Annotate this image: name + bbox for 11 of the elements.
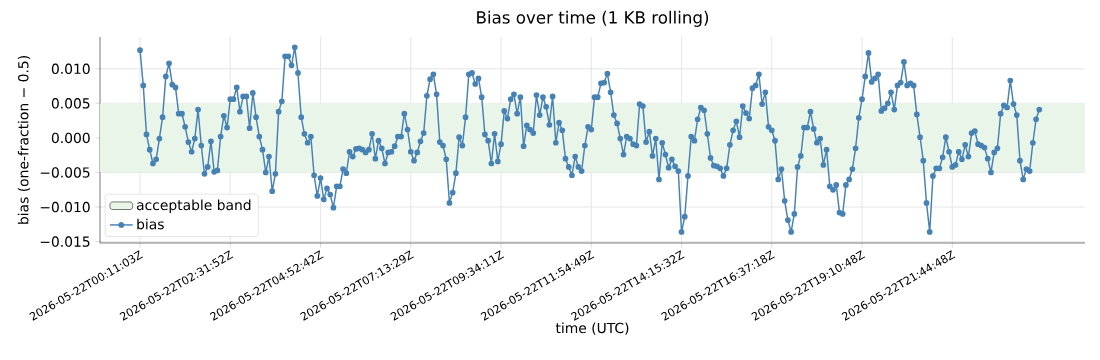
chart-title: Bias over time (1 KB rolling) (477, 10, 709, 27)
legend-label: bias (137, 218, 164, 230)
legend-label: acceptable band (136, 199, 251, 213)
x-axis-title: time (UTC) (555, 322, 629, 335)
y-tick-label: 0.000 (51, 132, 90, 144)
y-tick-label: −0.010 (40, 201, 90, 213)
y-tick-label: 0.010 (51, 63, 90, 75)
y-axis-title: bias (one-fraction − 0.5) (17, 56, 31, 224)
y-tick-label: −0.005 (40, 167, 90, 178)
y-tick-label: 0.005 (51, 98, 90, 109)
y-tick-label: −0.015 (40, 236, 90, 247)
